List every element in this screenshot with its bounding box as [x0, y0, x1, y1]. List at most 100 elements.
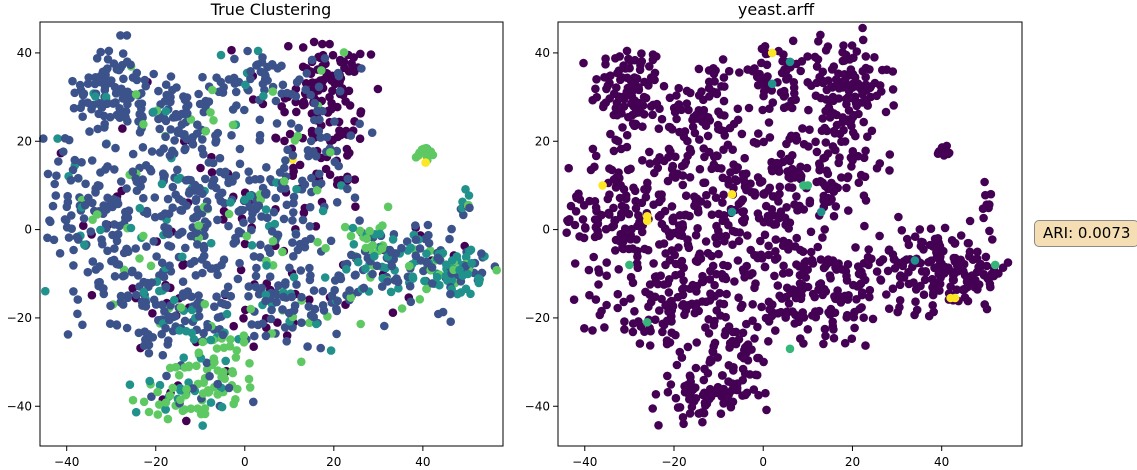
scatter-point — [591, 84, 600, 94]
scatter-point — [884, 304, 894, 314]
scatter-point — [104, 46, 114, 56]
scatter-point — [113, 229, 123, 239]
scatter-point — [998, 263, 1008, 273]
scatter-point — [605, 78, 614, 88]
scatter-point — [182, 384, 191, 394]
scatter-point — [168, 182, 178, 192]
scatter-point — [979, 270, 989, 280]
scatter-point — [297, 318, 306, 328]
scatter-point — [204, 97, 214, 106]
scatter-point — [872, 267, 882, 276]
scatter-point — [829, 187, 839, 196]
scatter-point — [708, 347, 718, 357]
scatter-point — [728, 240, 737, 249]
scatter-point — [870, 53, 879, 62]
scatter-point — [709, 320, 719, 330]
scatter-point — [704, 329, 714, 338]
scatter-point — [798, 124, 807, 133]
scatter-point — [157, 300, 167, 310]
scatter-point — [255, 135, 265, 145]
scatter-point — [278, 305, 287, 314]
scatter-point — [105, 319, 115, 329]
scatter-point — [750, 334, 759, 343]
scatter-point — [353, 257, 363, 267]
scatter-point — [318, 206, 328, 216]
scatter-point — [275, 168, 285, 177]
scatter-point — [149, 69, 158, 79]
scatter-point — [764, 241, 773, 251]
scatter-point — [792, 192, 801, 201]
scatter-point — [744, 103, 754, 113]
scatter-point — [731, 227, 741, 237]
scatter-point — [161, 282, 171, 292]
scatter-point — [201, 127, 210, 136]
scatter-point — [611, 103, 621, 113]
scatter-point — [678, 171, 688, 180]
scatter-point — [312, 319, 321, 329]
scatter-point — [932, 248, 941, 257]
scatter-point — [709, 64, 718, 73]
scatter-point — [305, 202, 315, 212]
ari-annotation: ARI: 0.0073 — [1034, 220, 1137, 247]
scatter-point — [262, 261, 271, 270]
scatter-point — [890, 254, 899, 264]
scatter-point — [866, 92, 876, 102]
yeast-arff-panel: yeast.arff −40 −20 0 20 40 −40 −20 0 20 40 — [525, 0, 1023, 469]
scatter-point — [334, 271, 343, 280]
scatter-point — [98, 239, 107, 249]
scatter-point — [247, 320, 256, 329]
scatter-point — [637, 57, 647, 66]
scatter-point — [861, 72, 870, 82]
scatter-point — [316, 343, 326, 353]
scatter-point — [950, 268, 959, 278]
scatter-point — [188, 384, 198, 393]
scatter-point — [831, 75, 841, 84]
scatter-point — [182, 93, 192, 102]
scatter-point — [816, 279, 826, 288]
scatter-point — [297, 357, 306, 367]
scatter-point — [386, 287, 396, 297]
scatter-point — [193, 120, 202, 129]
scatter-point — [779, 261, 788, 271]
scatter-point — [41, 286, 50, 296]
scatter-point — [714, 249, 723, 259]
scatter-point — [250, 331, 259, 341]
scatter-point — [152, 252, 161, 261]
scatter-point — [628, 319, 638, 328]
scatter-point — [447, 276, 457, 285]
scatter-point — [295, 160, 305, 170]
scatter-point — [280, 323, 290, 332]
scatter-point — [581, 224, 590, 233]
scatter-point — [757, 44, 767, 54]
scatter-point — [685, 409, 695, 418]
scatter-point — [760, 230, 770, 240]
scatter-point — [694, 207, 703, 217]
scatter-point — [790, 173, 799, 182]
scatter-point — [742, 388, 752, 398]
scatter-point — [419, 266, 428, 276]
scatter-point — [685, 173, 695, 182]
scatter-point — [952, 285, 962, 295]
scatter-point — [180, 130, 189, 139]
scatter-point — [78, 112, 87, 121]
scatter-point — [405, 281, 415, 291]
scatter-point — [748, 300, 757, 309]
scatter-point — [165, 151, 175, 160]
scatter-point — [49, 235, 59, 245]
scatter-point — [860, 221, 869, 231]
scatter-point — [199, 107, 209, 117]
scatter-point — [304, 151, 313, 161]
scatter-point — [694, 306, 703, 316]
scatter-point — [774, 164, 783, 174]
scatter-point — [719, 73, 729, 82]
scatter-point — [798, 281, 808, 290]
scatter-point — [760, 80, 769, 89]
scatter-point — [213, 215, 222, 225]
scatter-point — [627, 224, 636, 234]
scatter-point — [796, 66, 805, 76]
scatter-point — [705, 116, 715, 125]
scatter-point — [940, 269, 949, 278]
x-tick-label: 20 — [326, 455, 341, 469]
scatter-point — [383, 202, 393, 212]
scatter-point — [179, 353, 188, 363]
